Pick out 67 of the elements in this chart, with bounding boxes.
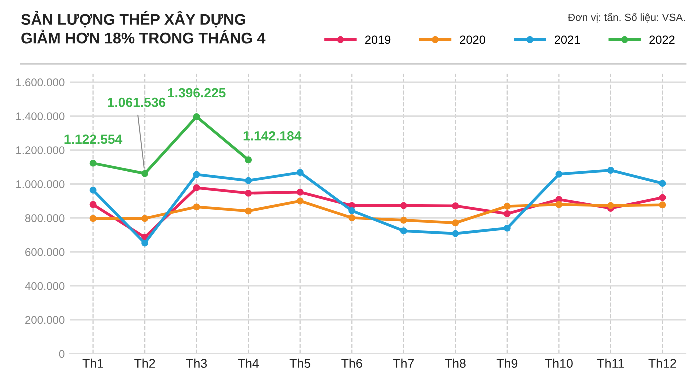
point bbox=[90, 160, 97, 167]
y-tick-label: 600.000 bbox=[26, 248, 65, 256]
point bbox=[245, 177, 252, 184]
point bbox=[556, 170, 563, 178]
point bbox=[193, 204, 200, 211]
data-label: 1.122.554 bbox=[64, 134, 123, 144]
point bbox=[142, 240, 149, 247]
point bbox=[659, 202, 666, 209]
point bbox=[452, 230, 460, 238]
x-tick-label: Th8 bbox=[445, 358, 466, 368]
x-tick-label: Th4 bbox=[238, 358, 259, 368]
point bbox=[452, 220, 460, 227]
point bbox=[659, 194, 666, 202]
x-tick-label: Th1 bbox=[82, 358, 104, 368]
point bbox=[90, 215, 97, 222]
legend-label: 2019 bbox=[366, 36, 391, 44]
point bbox=[296, 198, 304, 205]
point bbox=[193, 171, 200, 178]
y-tick-label: 1.200.000 bbox=[16, 146, 65, 154]
legend-label: 2022 bbox=[650, 36, 675, 44]
point bbox=[90, 201, 97, 208]
point bbox=[400, 202, 408, 210]
point bbox=[90, 186, 97, 194]
point bbox=[296, 169, 304, 176]
point bbox=[296, 188, 304, 196]
x-tick-label: Th2 bbox=[134, 358, 156, 368]
point bbox=[142, 215, 149, 222]
y-tick-label: 200.000 bbox=[26, 316, 65, 324]
x-tick-label: Th10 bbox=[545, 358, 573, 368]
x-tick-label: Th12 bbox=[648, 358, 676, 368]
point bbox=[452, 202, 460, 210]
data-label: 1.396.225 bbox=[168, 88, 226, 98]
point bbox=[193, 184, 200, 192]
point bbox=[400, 216, 408, 224]
text: Đơn vị: tấn. Số liệu: VSA. bbox=[568, 13, 686, 23]
point bbox=[504, 203, 511, 210]
y-tick-label: 1.600.000 bbox=[16, 78, 65, 87]
y-tick-label: 1.400.000 bbox=[16, 112, 65, 120]
y-tick-label: 800.000 bbox=[25, 214, 65, 222]
legend-label: 2020 bbox=[460, 36, 486, 44]
point bbox=[400, 228, 408, 235]
y-tick-label: 400.000 bbox=[25, 282, 65, 290]
point bbox=[348, 214, 356, 222]
point bbox=[245, 208, 252, 215]
x-tick-label: Th7 bbox=[393, 358, 414, 368]
point bbox=[142, 170, 149, 178]
point bbox=[504, 210, 511, 218]
x-tick-label: Th6 bbox=[342, 358, 362, 368]
data-label: 1.142.184 bbox=[244, 131, 302, 141]
point bbox=[193, 114, 200, 120]
point bbox=[607, 167, 614, 174]
point bbox=[504, 224, 511, 232]
x-tick-label: Th9 bbox=[496, 358, 518, 368]
x-tick-label: Th3 bbox=[186, 358, 208, 368]
data-label: 1.061.536 bbox=[108, 98, 166, 108]
y-tick-label: 0 bbox=[59, 350, 65, 358]
x-tick-label: Th5 bbox=[290, 358, 311, 368]
point bbox=[245, 190, 252, 197]
x-tick-label: Th11 bbox=[597, 358, 624, 368]
point bbox=[245, 156, 252, 164]
legend-label: 2021 bbox=[554, 36, 580, 44]
y-tick-label: 1.000.000 bbox=[16, 180, 65, 188]
chart-title: SẢN LƯỢNG THÉP XÂY DỰNG GIẢM HƠN 18% TRONG THÁNG 4 bbox=[21, 11, 266, 44]
point bbox=[659, 180, 666, 188]
point bbox=[348, 207, 356, 214]
point bbox=[607, 202, 614, 210]
point bbox=[556, 201, 563, 208]
